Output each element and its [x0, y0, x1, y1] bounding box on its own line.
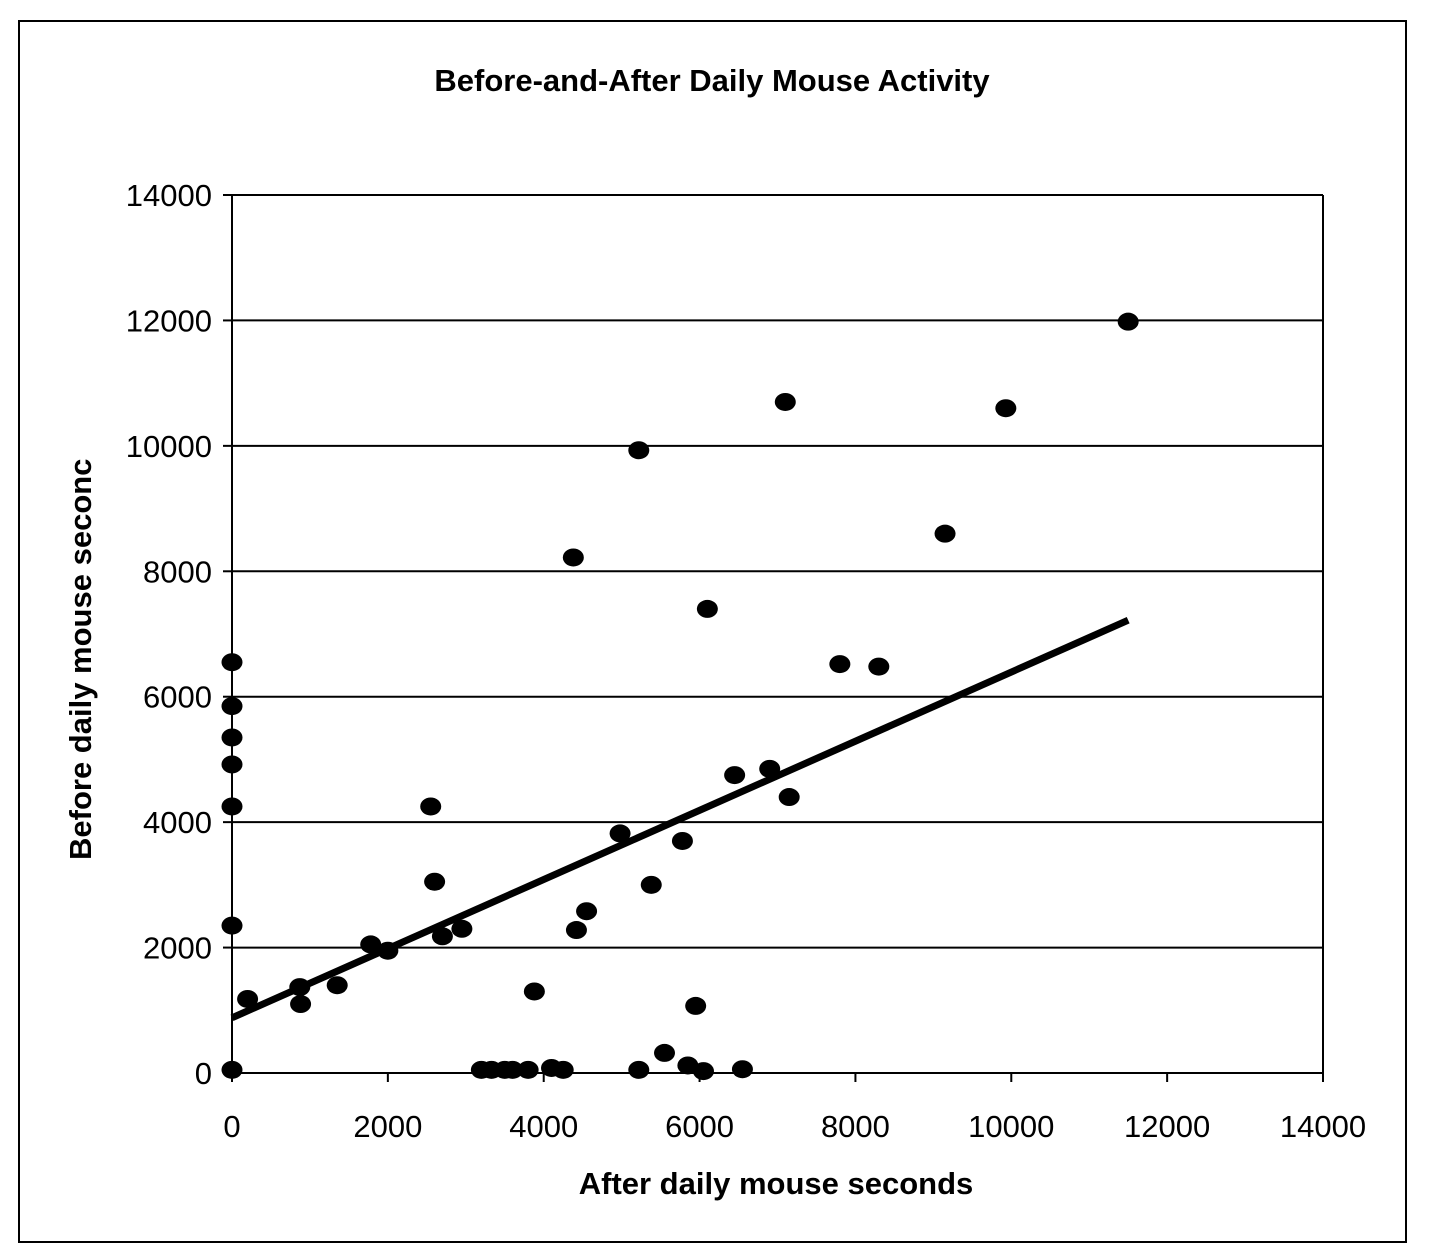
data-point — [502, 1060, 524, 1079]
y-axis-ticks: 0 2000 4000 6000 8000 10000 12000 14000 — [126, 178, 232, 1091]
gridlines — [232, 194, 1323, 949]
data-point — [420, 797, 442, 816]
y-tick-label: 2000 — [143, 931, 212, 966]
chart-title: Before-and-After Daily Mouse Activity — [434, 63, 990, 98]
x-tick-label: 6000 — [665, 1109, 734, 1144]
trendline-group — [230, 617, 1130, 1022]
data-point — [360, 935, 382, 954]
x-tick-label: 4000 — [509, 1109, 578, 1144]
trendline — [230, 617, 1130, 1022]
x-tick-label: 0 — [223, 1109, 240, 1144]
data-point — [628, 441, 650, 460]
data-point — [221, 1060, 243, 1079]
x-tick-label: 10000 — [968, 1109, 1054, 1144]
data-point — [221, 697, 243, 716]
y-tick-label: 12000 — [126, 303, 212, 338]
data-point — [221, 728, 243, 747]
y-tick-label: 6000 — [143, 680, 212, 715]
data-point — [565, 921, 587, 940]
data-point — [654, 1043, 676, 1062]
data-point — [609, 824, 631, 843]
y-tick-label: 0 — [195, 1056, 212, 1091]
data-point — [868, 657, 890, 676]
data-point — [685, 996, 707, 1015]
y-tick-label: 4000 — [143, 805, 212, 840]
data-point — [671, 831, 693, 850]
data-point — [290, 995, 312, 1014]
data-point — [221, 755, 243, 774]
chart-frame — [18, 20, 1407, 1243]
data-point — [731, 1060, 753, 1079]
data-point — [995, 399, 1017, 418]
y-tick-label: 10000 — [126, 429, 212, 464]
data-point — [774, 392, 796, 411]
data-point — [759, 759, 781, 778]
data-point — [576, 902, 598, 921]
data-point — [934, 524, 956, 543]
data-point — [640, 875, 662, 894]
data-point — [221, 653, 243, 672]
y-tick-label: 8000 — [143, 554, 212, 589]
data-point — [517, 1060, 539, 1079]
x-tick-label: 2000 — [353, 1109, 422, 1144]
x-axis-ticks: 0 2000 4000 6000 8000 10000 12000 14000 — [223, 1073, 1366, 1144]
data-point — [326, 976, 348, 995]
data-point — [523, 982, 545, 1001]
y-axis-title: Before daily mouse seconc — [63, 459, 98, 860]
data-point — [377, 941, 399, 960]
data-point — [237, 989, 259, 1008]
x-tick-label: 12000 — [1124, 1109, 1210, 1144]
data-point — [1117, 312, 1139, 331]
data-point — [829, 655, 851, 674]
data-point — [451, 919, 473, 938]
data-point — [431, 927, 453, 946]
data-point — [221, 916, 243, 935]
data-point — [424, 872, 446, 891]
data-point — [552, 1060, 574, 1079]
data-point — [289, 978, 311, 997]
data-point — [696, 599, 718, 618]
x-tick-label: 8000 — [821, 1109, 890, 1144]
data-point — [778, 788, 800, 807]
data-point — [221, 797, 243, 816]
data-point — [628, 1060, 650, 1079]
x-axis-title: After daily mouse seconds — [579, 1166, 974, 1201]
y-tick-label: 14000 — [126, 178, 212, 213]
data-point — [562, 548, 584, 567]
axes — [231, 194, 1324, 1074]
data-points — [221, 312, 1139, 1081]
x-tick-label: 14000 — [1280, 1109, 1366, 1144]
data-point — [724, 766, 746, 785]
data-point — [692, 1062, 714, 1081]
